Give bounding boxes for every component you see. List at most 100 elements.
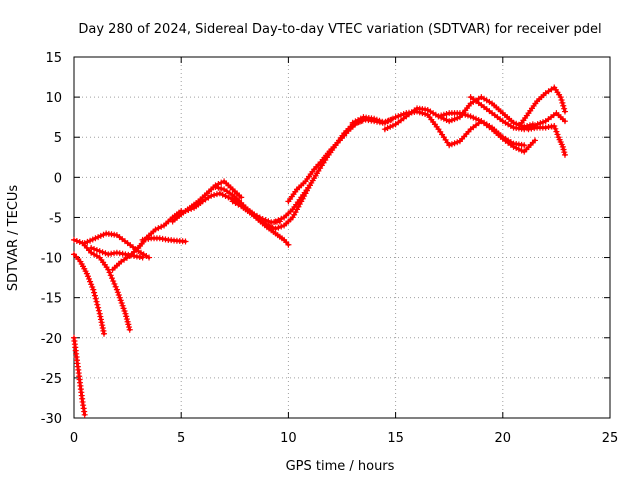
series-track-6 [109, 208, 185, 273]
data-point-marker [91, 289, 98, 296]
x-tick-label: 5 [177, 431, 185, 446]
data-point-marker [559, 143, 566, 150]
y-tick-label: 10 [45, 91, 62, 106]
data-point-marker [272, 218, 279, 225]
data-point-marker [126, 324, 133, 331]
data-point-marker [225, 194, 232, 201]
data-point-marker [559, 99, 566, 106]
data-point-marker [119, 302, 126, 309]
y-tick-label: 0 [54, 171, 62, 186]
data-point-marker [117, 297, 124, 304]
y-tick-label: -15 [41, 292, 62, 307]
data-point-marker [285, 241, 292, 248]
data-point-marker [518, 147, 525, 154]
series-track-17 [467, 94, 568, 133]
data-point-marker [215, 184, 222, 191]
data-point-marker [93, 247, 100, 254]
data-point-marker [99, 249, 106, 256]
data-point-marker [218, 179, 225, 186]
data-point-marker [515, 146, 522, 153]
data-point-marker [275, 224, 282, 231]
series-track-5 [88, 244, 146, 261]
data-point-marker [278, 215, 285, 222]
y-tick-label: -5 [49, 211, 62, 226]
data-point-marker [97, 316, 104, 323]
data-point-marker [114, 289, 121, 296]
data-point-marker [115, 291, 122, 298]
data-point-marker [448, 117, 455, 124]
data-point-marker [440, 111, 447, 118]
series-track-2 [71, 251, 108, 337]
data-point-marker [272, 225, 279, 232]
data-point-marker [381, 126, 388, 133]
data-point-marker [95, 304, 102, 311]
data-point-marker [91, 292, 98, 299]
series-track-7 [139, 235, 189, 245]
data-point-marker [212, 183, 219, 190]
data-point-marker [467, 113, 474, 120]
data-point-marker [540, 119, 546, 126]
data-point-marker [561, 151, 568, 158]
data-point-marker [554, 131, 561, 138]
data-point-marker [275, 217, 282, 224]
y-tick-label: -10 [41, 252, 62, 267]
data-point-marker [100, 327, 107, 334]
data-point-marker [561, 118, 568, 125]
data-point-marker [510, 143, 517, 150]
series-track-14 [349, 108, 528, 149]
data-point-marker [560, 146, 567, 153]
data-point-marker [71, 236, 77, 243]
data-point-marker [84, 238, 91, 245]
data-point-marker [120, 305, 127, 312]
data-point-marker [265, 218, 272, 225]
data-point-marker [88, 281, 95, 288]
data-point-marker [101, 330, 108, 337]
data-point-marker [456, 110, 463, 117]
x-tick-label: 10 [280, 431, 297, 446]
data-point-marker [521, 142, 528, 149]
data-point-marker [126, 326, 133, 333]
x-tick-label: 15 [387, 431, 404, 446]
data-point-marker [448, 141, 455, 148]
x-axis-label: GPS time / hours [286, 459, 395, 474]
data-point-marker [238, 194, 245, 201]
data-point-marker [182, 208, 189, 215]
data-point-marker [99, 322, 106, 329]
data-point-marker [92, 295, 99, 302]
data-point-marker [219, 191, 226, 198]
y-tick-label: -30 [41, 412, 62, 427]
data-point-marker [373, 116, 380, 123]
data-point-marker [90, 286, 97, 293]
data-point-marker [443, 116, 450, 123]
data-point-marker [139, 254, 146, 261]
data-point-marker [551, 122, 558, 129]
data-point-marker [454, 139, 461, 146]
data-point-marker [269, 224, 276, 231]
data-point-marker [107, 272, 114, 279]
data-point-marker [106, 269, 113, 276]
data-point-marker [435, 113, 442, 120]
data-point-marker [395, 113, 402, 120]
data-point-marker [97, 313, 104, 320]
data-point-marker [560, 102, 567, 109]
data-point-marker [213, 191, 220, 198]
y-tick-label: -25 [41, 372, 62, 387]
data-point-marker [112, 283, 119, 290]
data-point-marker [459, 110, 466, 117]
data-point-marker [95, 307, 102, 314]
data-point-marker [113, 286, 120, 293]
data-point-marker [218, 185, 225, 192]
data-point-marker [110, 278, 117, 285]
data-point-marker [89, 236, 96, 243]
data-point-marker [89, 283, 96, 290]
y-tick-label: 15 [45, 51, 62, 66]
data-point-marker [263, 221, 270, 228]
data-point-marker [475, 116, 482, 123]
x-tick-label: 0 [70, 431, 78, 446]
data-point-marker [81, 411, 88, 418]
data-point-marker [371, 115, 378, 122]
data-point-marker [208, 192, 215, 199]
data-point-marker [462, 111, 469, 118]
